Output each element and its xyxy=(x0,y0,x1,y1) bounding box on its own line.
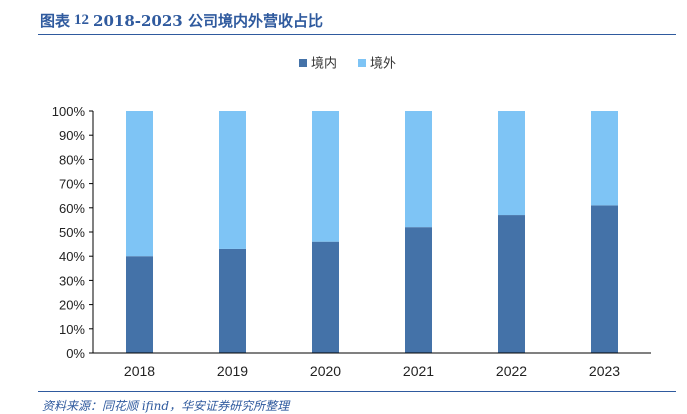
source-note: 资料来源：同花顺 ifind，华安证券研究所整理 xyxy=(42,399,290,413)
bar-domestic-2018 xyxy=(126,256,153,353)
figure-number: 12 xyxy=(74,11,90,28)
y-tick-label: 40% xyxy=(59,249,85,264)
bar-overseas-2021 xyxy=(405,111,432,228)
x-tick-label: 2021 xyxy=(403,363,434,379)
y-tick-label: 0% xyxy=(66,346,85,361)
y-tick-label: 100% xyxy=(52,104,86,119)
bar-domestic-2021 xyxy=(405,227,432,353)
y-tick-label: 60% xyxy=(59,201,85,216)
figure-title: 图表 12 2018-2023 公司境内外营收占比 xyxy=(40,8,323,32)
legend-label-overseas: 境外 xyxy=(370,57,396,72)
x-tick-label: 2018 xyxy=(124,363,155,379)
bar-domestic-2019 xyxy=(219,248,246,353)
figure-caption: 2018-2023 公司境内外营收占比 xyxy=(93,11,323,30)
legend-label-domestic: 境内 xyxy=(311,56,337,72)
bar-overseas-2022 xyxy=(498,111,525,216)
bar-overseas-2020 xyxy=(312,111,339,242)
figure-label: 图表 xyxy=(40,11,71,30)
bar-domestic-2022 xyxy=(498,215,525,353)
y-tick-label: 10% xyxy=(59,322,85,337)
x-tick-label: 2022 xyxy=(496,363,527,379)
bar-overseas-2018 xyxy=(126,111,153,257)
y-tick-label: 50% xyxy=(59,225,85,240)
x-tick-label: 2020 xyxy=(310,363,341,379)
footer-divider xyxy=(38,391,676,392)
bar-overseas-2019 xyxy=(219,111,246,249)
x-tick-label: 2019 xyxy=(217,363,248,379)
bar-domestic-2020 xyxy=(312,241,339,353)
y-tick-label: 70% xyxy=(59,177,85,192)
legend-swatch-domestic xyxy=(299,59,307,67)
title-divider xyxy=(38,34,676,35)
y-tick-label: 80% xyxy=(59,152,85,167)
bar-domestic-2023 xyxy=(591,205,618,353)
y-tick-label: 30% xyxy=(59,273,85,288)
y-tick-label: 20% xyxy=(59,298,85,313)
y-tick-label: 90% xyxy=(59,128,85,143)
x-tick-label: 2023 xyxy=(589,363,620,379)
bar-overseas-2023 xyxy=(591,111,618,206)
legend-swatch-overseas xyxy=(358,59,366,67)
